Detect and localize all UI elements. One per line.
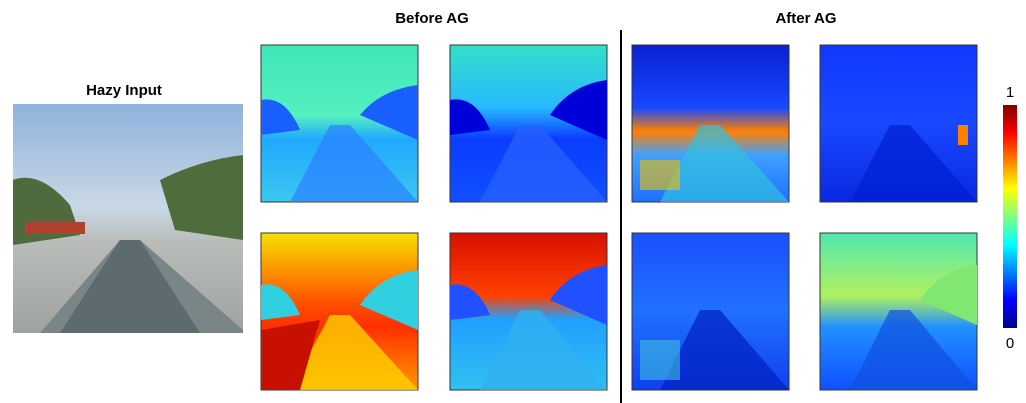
before-title: Before AG xyxy=(395,10,469,27)
colorbar xyxy=(1003,105,1017,328)
colorbar-max: 1 xyxy=(1006,84,1014,101)
hazy-input-image xyxy=(13,104,243,333)
heatmaps xyxy=(261,45,977,390)
colorbar-min: 0 xyxy=(1006,335,1014,352)
input-title: Hazy Input xyxy=(86,82,162,99)
figure: Hazy Input Before AG After AG 1 0 xyxy=(0,0,1026,403)
after-title: After AG xyxy=(775,10,836,27)
